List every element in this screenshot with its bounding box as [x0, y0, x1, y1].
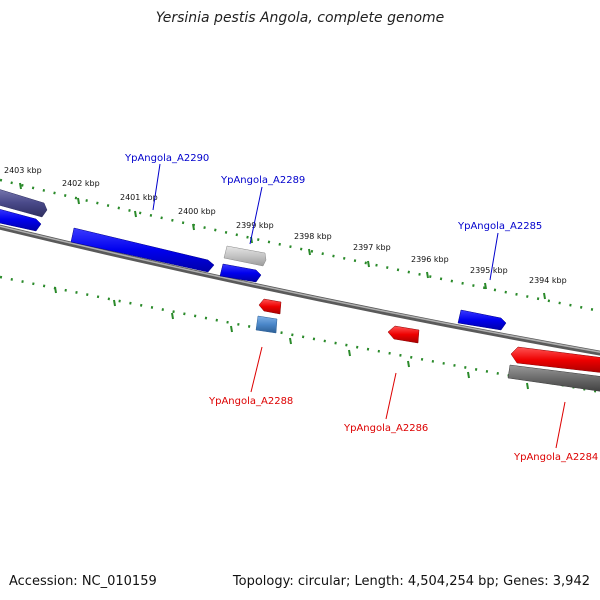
accession-text: Accession: NC_010159 — [9, 574, 157, 589]
tick-label: 2397 kbp — [353, 243, 391, 252]
tick-label: 2403 kbp — [4, 166, 42, 175]
tick-label-group: 2403 kbp 2402 kbp 2401 kbp 2400 kbp 2399… — [4, 166, 567, 285]
gene-label-group: YpAngola_A2290 YpAngola_A2289 YpAngola_A… — [124, 153, 598, 463]
outer-major-ticks — [19, 182, 546, 300]
forward-strand-genes — [0, 188, 507, 331]
outer-scale-ring — [0, 178, 600, 313]
genome-backbone — [0, 224, 600, 356]
reverse-strand-genes — [255, 298, 600, 392]
genome-backbone-highlight — [0, 225, 600, 353]
tick-label: 2396 kbp — [411, 255, 449, 264]
gene-label-ypangola-a2288[interactable]: YpAngola_A2288 — [208, 396, 293, 407]
tick-label: 2400 kbp — [178, 207, 216, 216]
tick-label: 2398 kbp — [294, 232, 332, 241]
tick-label: 2401 kbp — [120, 193, 158, 202]
forward-leader-lines — [152, 163, 499, 281]
gene-arrow-red-small[interactable] — [258, 298, 282, 315]
gene-arrow-gray[interactable] — [507, 364, 600, 392]
gene-label-ypangola-a2289[interactable]: YpAngola_A2289 — [220, 175, 305, 186]
tick-label: 2394 kbp — [529, 276, 567, 285]
gene-label-ypangola-a2290[interactable]: YpAngola_A2290 — [124, 153, 209, 164]
gene-arrow-blue[interactable] — [0, 208, 42, 232]
gene-label-ypangola-a2284[interactable]: YpAngola_A2284 — [513, 452, 598, 463]
gene-arrow-ypangola-a2284[interactable] — [510, 346, 600, 373]
map-title: Yersinia pestis Angola, complete genome — [155, 10, 445, 26]
gene-label-ypangola-a2286[interactable]: YpAngola_A2286 — [343, 423, 428, 434]
gene-label-ypangola-a2285[interactable]: YpAngola_A2285 — [457, 221, 542, 232]
reverse-leader-lines — [250, 346, 566, 449]
gene-arrow-ypangola-a2285[interactable] — [457, 309, 507, 331]
gene-arrow-ypangola-a2288[interactable] — [255, 315, 278, 334]
gene-arrow-ypangola-a2289[interactable] — [223, 245, 267, 267]
gene-arrow-navy[interactable] — [0, 188, 48, 218]
tick-label: 2402 kbp — [62, 179, 100, 188]
gene-arrow-blue-small[interactable] — [219, 263, 262, 283]
inner-major-ticks — [54, 286, 529, 390]
gene-arrow-ypangola-a2286[interactable] — [387, 325, 420, 344]
tick-label: 2399 kbp — [236, 221, 274, 230]
tick-label: 2395 kbp — [470, 266, 508, 275]
gene-arrow-ypangola-a2290[interactable] — [70, 227, 215, 273]
summary-text: Topology: circular; Length: 4,504,254 bp… — [232, 574, 590, 589]
